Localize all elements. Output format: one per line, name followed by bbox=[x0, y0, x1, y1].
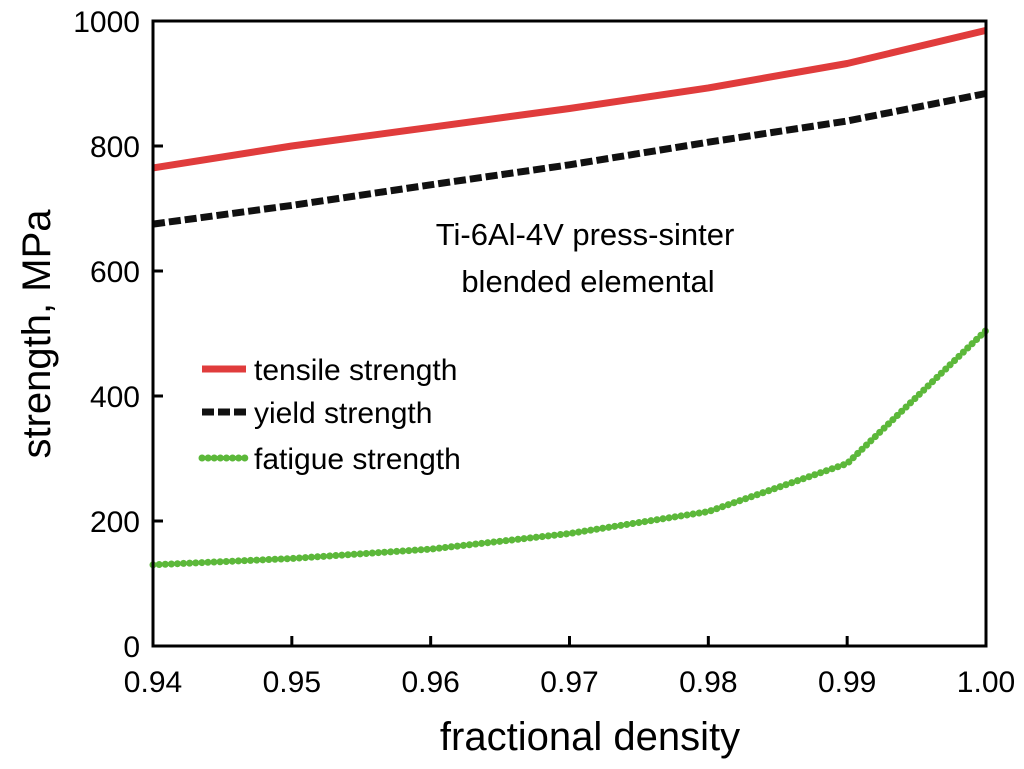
series-lines bbox=[149, 26, 990, 569]
annotation-line-1: Ti-6Al-4V press-sinter bbox=[436, 217, 735, 252]
annotation-line-2: blended elemental bbox=[461, 264, 714, 299]
x-axis-title: fractional density bbox=[440, 715, 740, 759]
series-line-tensile bbox=[152, 26, 987, 172]
legend: tensile strength yield strength fatigue … bbox=[198, 354, 461, 476]
legend-label-yield: yield strength bbox=[254, 397, 432, 430]
x-tick-label: 0.98 bbox=[679, 666, 737, 699]
y-tick-label: 600 bbox=[90, 256, 140, 289]
legend-label-tensile: tensile strength bbox=[254, 354, 457, 387]
series-line-yield bbox=[152, 90, 987, 228]
x-tick-label: 0.99 bbox=[818, 666, 876, 699]
y-tick-label: 800 bbox=[90, 131, 140, 164]
tick-marks bbox=[151, 19, 988, 648]
y-tick-label: 400 bbox=[90, 381, 140, 414]
y-tick-label: 200 bbox=[90, 506, 140, 539]
tick-labels: 0.94 0.95 0.96 0.97 0.98 0.99 1.00 0 200 400 600 80… bbox=[73, 6, 1015, 699]
x-tick-label: 0.97 bbox=[540, 666, 598, 699]
y-tick-label: 0 bbox=[123, 631, 140, 664]
x-tick-label: 1.00 bbox=[957, 666, 1015, 699]
x-tick-label: 0.94 bbox=[124, 666, 182, 699]
legend-label-fatigue: fatigue strength bbox=[254, 443, 461, 476]
y-axis-title: strength, MPa bbox=[15, 209, 59, 459]
x-tick-label: 0.96 bbox=[401, 666, 459, 699]
plot-frame bbox=[151, 19, 988, 648]
series-line-fatigue bbox=[149, 326, 990, 569]
x-tick-label: 0.95 bbox=[263, 666, 321, 699]
y-tick-label: 1000 bbox=[73, 6, 140, 39]
